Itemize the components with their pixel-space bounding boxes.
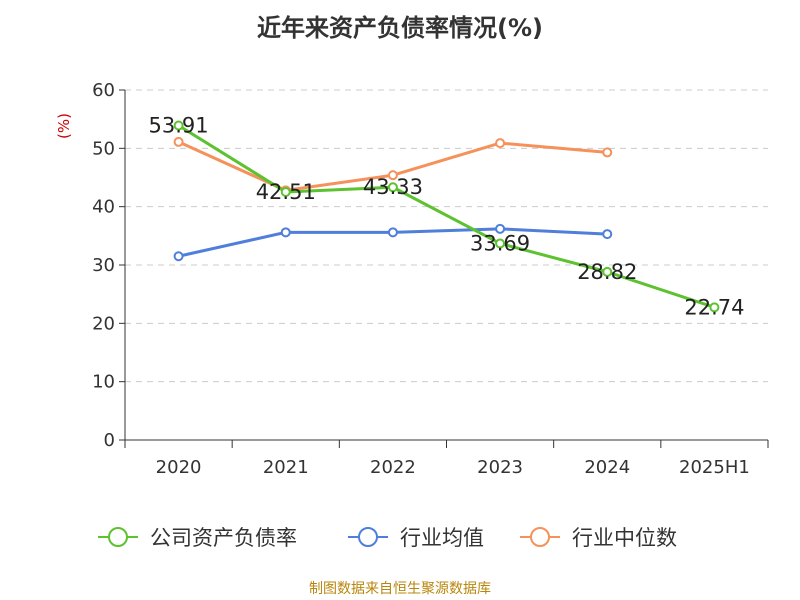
legend-marker <box>358 527 378 547</box>
data-label: 43.33 <box>363 175 423 199</box>
y-tick-label: 10 <box>92 372 115 393</box>
x-tick-label: 2020 <box>156 457 202 478</box>
chart-title: 近年来资产负债率情况(%) <box>257 14 543 42</box>
data-label: 33.69 <box>470 231 530 255</box>
y-tick-label: 30 <box>92 255 115 276</box>
data-point <box>495 138 506 149</box>
data-point <box>173 251 184 262</box>
data-point <box>709 302 720 313</box>
data-point <box>280 227 291 238</box>
legend-marker <box>530 527 550 547</box>
data-point <box>173 120 184 131</box>
data-point <box>173 136 184 147</box>
data-point <box>495 223 506 234</box>
x-tick-label: 2022 <box>370 457 416 478</box>
data-label: 22.74 <box>684 295 744 319</box>
legend-marker <box>108 527 128 547</box>
y-tick-label: 20 <box>92 313 115 334</box>
legend-label: 公司资产负债率 <box>150 526 297 550</box>
data-point <box>387 182 398 193</box>
axes: 0 10 20 30 40 50 60 2020 2021 2022 2023 2024 2025H1 <box>92 80 769 478</box>
data-point <box>602 147 613 158</box>
gridlines <box>125 89 768 383</box>
data-point <box>387 227 398 238</box>
data-label: 28.82 <box>577 260 637 284</box>
x-tick-label: 2021 <box>263 457 309 478</box>
y-tick-label: 50 <box>92 138 115 159</box>
series-layer <box>173 120 720 313</box>
series-line <box>177 124 715 309</box>
data-point <box>495 238 506 249</box>
y-tick-label: 0 <box>104 430 115 451</box>
x-tick-label: 2025H1 <box>679 457 750 478</box>
data-label: 53.91 <box>149 114 209 138</box>
y-axis-unit: (%) <box>55 113 73 139</box>
data-point <box>280 187 291 198</box>
legend: 公司资产负债率 行业均值 行业中位数 <box>98 526 677 550</box>
legend-label: 行业均值 <box>400 526 484 550</box>
y-tick-label: 60 <box>92 80 115 101</box>
legend-label: 行业中位数 <box>572 526 677 550</box>
data-labels: 53.91 42.51 43.33 33.69 28.82 22.74 <box>149 114 745 320</box>
source-footer: 制图数据来自恒生聚源数据库 <box>309 581 491 597</box>
data-point <box>602 229 613 240</box>
data-label: 42.51 <box>256 180 316 204</box>
y-tick-label: 40 <box>92 197 115 218</box>
data-point <box>387 170 398 181</box>
data-point <box>602 266 613 277</box>
x-tick-label: 2024 <box>584 457 630 478</box>
x-tick-label: 2023 <box>477 457 523 478</box>
